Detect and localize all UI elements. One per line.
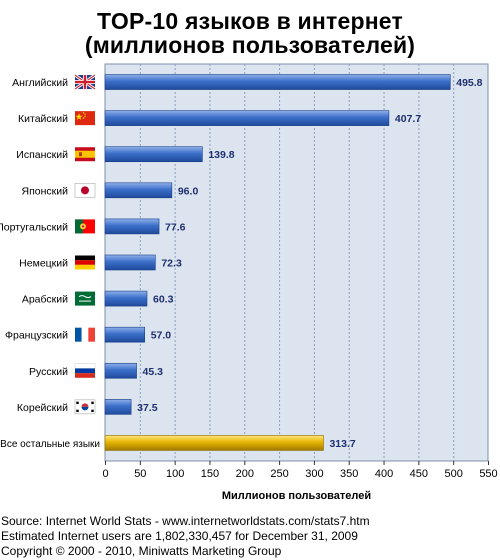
bar — [104, 290, 148, 307]
category-label: Португальский — [0, 221, 68, 233]
plot-area — [104, 63, 489, 462]
category-label: Японский — [22, 185, 69, 197]
bar — [104, 254, 156, 271]
data-label: 77.6 — [165, 221, 186, 233]
x-tick-label: 0 — [102, 468, 108, 480]
bar — [104, 218, 160, 235]
uk-flag-icon — [74, 73, 96, 91]
south-korea-flag-icon — [74, 399, 96, 415]
x-tick-label: 250 — [270, 468, 288, 480]
germany-flag-icon — [75, 255, 95, 270]
data-label: 313.7 — [329, 438, 355, 450]
saudi-arabia-flag-icon — [75, 291, 95, 306]
x-tick-label: 400 — [375, 468, 393, 480]
spain-flag-icon — [75, 147, 95, 162]
data-label: 96.0 — [178, 185, 199, 197]
copyright-line: Copyright © 2000 - 2010, Miniwatts Marke… — [1, 544, 282, 558]
category-label: Арабский — [22, 294, 68, 306]
bar — [104, 110, 390, 126]
bar — [104, 74, 451, 90]
category-label: Китайский — [18, 113, 68, 125]
category-label: Испанский — [16, 149, 68, 161]
data-label: 72.3 — [161, 258, 182, 270]
russia-flag-icon — [74, 363, 96, 378]
portugal-flag-icon — [75, 219, 95, 234]
china-flag-icon — [75, 111, 95, 126]
estimate-line: Estimated Internet users are 1,802,330,4… — [1, 529, 358, 543]
data-label: 45.3 — [143, 366, 164, 378]
x-tick-label: 450 — [410, 468, 428, 480]
x-tick-label: 500 — [445, 468, 463, 480]
data-label: 60.3 — [153, 294, 174, 306]
x-tick-label: 50 — [134, 468, 146, 480]
bar — [104, 399, 132, 415]
category-label: Русский — [29, 366, 68, 378]
japan-flag-icon — [74, 183, 96, 198]
data-label: 57.0 — [151, 330, 172, 342]
source-line: Source: Internet World Stats - www.inter… — [1, 514, 370, 528]
category-label: Немецкий — [19, 258, 68, 270]
data-label: 495.8 — [456, 77, 482, 89]
france-flag-icon — [75, 327, 95, 342]
bar — [104, 182, 173, 199]
x-tick-label: 150 — [201, 468, 219, 480]
x-axis-label: Миллионов пользователей — [222, 490, 371, 502]
x-tick-label: 300 — [305, 468, 323, 480]
chart-title-line2: (миллионов пользователей) — [84, 32, 416, 58]
x-tick-label: 550 — [479, 468, 497, 480]
category-label: Корейский — [17, 402, 68, 414]
bar — [104, 146, 203, 163]
data-label: 139.8 — [208, 149, 234, 161]
x-tick-label: 100 — [166, 468, 184, 480]
bar — [104, 362, 137, 379]
chart-title-line1: TOP-10 языков в интернет — [97, 8, 403, 34]
category-label: Французский — [5, 330, 68, 342]
data-label: 407.7 — [395, 113, 421, 125]
x-tick-label: 350 — [340, 468, 358, 480]
bar — [104, 435, 324, 451]
x-tick-label: 200 — [236, 468, 254, 480]
bar-chart: 0 50 100 150 200 250 300 350 400 450 500 550 Миллион… — [0, 63, 498, 502]
bar — [104, 326, 145, 343]
category-label: Английский — [12, 77, 68, 89]
category-label: Все остальные языки — [0, 439, 100, 450]
data-label: 37.5 — [137, 402, 158, 414]
